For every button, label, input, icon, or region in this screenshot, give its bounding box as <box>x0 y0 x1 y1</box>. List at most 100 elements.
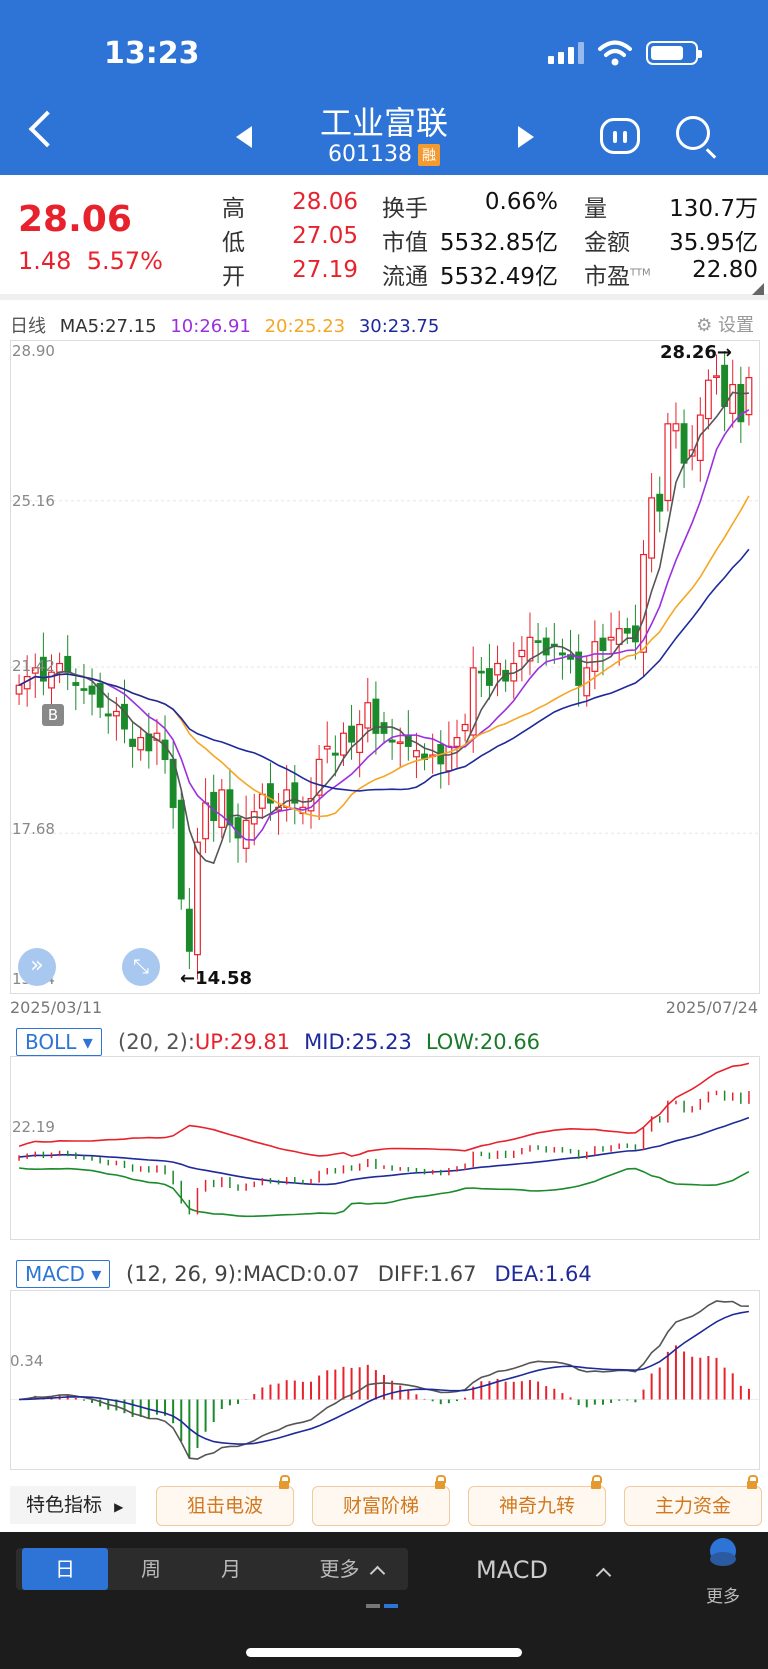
bottom-indicator-button[interactable]: MACD <box>476 1556 612 1584</box>
candle-body <box>267 783 274 804</box>
status-time: 13:23 <box>104 36 200 71</box>
more-label[interactable]: 更多 <box>706 1587 740 1607</box>
status-icons <box>548 40 702 66</box>
candle-body <box>640 553 647 653</box>
dropdown-icon: ▾ <box>82 1030 93 1054</box>
low-value: 27.05 <box>292 223 358 249</box>
candle-body <box>137 737 145 751</box>
boll-chart[interactable] <box>10 1056 760 1240</box>
candle-body <box>348 725 355 743</box>
period-more[interactable]: 更多 <box>296 1548 406 1590</box>
candle-body <box>704 379 712 420</box>
candle-body <box>56 662 64 673</box>
candle-body <box>283 789 291 808</box>
boll-selector[interactable]: BOLL ▾ <box>16 1028 102 1056</box>
y-tick: 25.16 <box>12 492 55 510</box>
candle-body <box>72 682 80 686</box>
expand-corner-icon[interactable] <box>752 283 764 295</box>
macd-selector[interactable]: MACD ▾ <box>16 1260 111 1288</box>
mktcap-label: 市值 <box>382 230 428 256</box>
candle-body <box>388 739 396 743</box>
candle-body <box>291 782 299 804</box>
macd-canvas <box>11 1300 759 1460</box>
candle-body <box>607 636 615 641</box>
max-price-label: 28.26→ <box>660 342 733 363</box>
volume-label: 量 <box>584 196 607 222</box>
next-stock-arrow-icon[interactable] <box>518 126 534 148</box>
high-label: 高 <box>222 196 245 222</box>
boll-y-tick: 22.19 <box>12 1118 55 1136</box>
candle-body <box>323 745 331 750</box>
margin-tag: 融 <box>417 144 440 166</box>
low-label: 低 <box>222 230 245 256</box>
period-more-label: 更多 <box>319 1557 360 1581</box>
candle-body <box>202 802 210 840</box>
candle-body <box>631 625 639 643</box>
candle-body <box>340 732 347 756</box>
change-percent: 5.57% <box>86 247 163 275</box>
candle-body <box>672 423 680 432</box>
search-icon[interactable] <box>676 116 710 150</box>
fast-forward-icon[interactable]: » <box>18 948 56 986</box>
boll-canvas <box>18 1062 750 1218</box>
feature-button-sniper[interactable]: 狙击电波 <box>156 1475 294 1526</box>
candle-body <box>185 908 193 952</box>
candle-body <box>96 682 104 708</box>
home-indicator <box>246 1648 522 1657</box>
pe-value: 22.80 <box>692 257 758 283</box>
candle-body <box>558 652 566 656</box>
prev-stock-arrow-icon[interactable] <box>236 126 252 148</box>
candle-body <box>542 637 550 656</box>
macd-chart[interactable] <box>10 1290 760 1470</box>
feature-bar: 特色指标 ▶ 狙击电波 财富阶梯 神奇九转 主力资金 <box>0 1475 768 1532</box>
float-label: 流通 <box>382 264 428 290</box>
float-value: 5532.49亿 <box>439 264 558 290</box>
settings-button[interactable]: ⚙ 设置 <box>696 311 754 337</box>
special-indicator-label: 特色指标 <box>26 1494 103 1516</box>
change-value: 1.48 <box>18 247 72 275</box>
pe-ttm-sup: TTM <box>630 267 651 279</box>
pe-label-text: 市盈 <box>584 264 630 290</box>
y-tick: 28.90 <box>12 342 55 360</box>
feature-button-main-fund[interactable]: 主力资金 <box>624 1475 762 1526</box>
chat-icon[interactable] <box>600 118 640 154</box>
candle-body <box>88 685 96 695</box>
page-indicator <box>366 1604 398 1608</box>
candle-body <box>469 667 477 736</box>
feature-button-wealth[interactable]: 财富阶梯 <box>312 1475 450 1526</box>
feature-button-nine-turn[interactable]: 神奇九转 <box>468 1475 606 1526</box>
more-icon[interactable] <box>710 1538 736 1566</box>
special-indicator-button[interactable]: 特色指标 ▶ <box>10 1486 136 1524</box>
candle-body <box>218 789 226 828</box>
candle-body <box>48 671 55 689</box>
stock-code-row: 601138 融 <box>0 142 768 167</box>
turnover-value: 0.66% <box>484 189 558 215</box>
macd-y-tick: 0.34 <box>10 1352 44 1370</box>
lock-icon <box>279 1475 290 1489</box>
feature-label: 狙击电波 <box>186 1495 263 1517</box>
period-month[interactable]: 月 <box>221 1557 241 1581</box>
boll-up: UP:29.81 <box>194 1030 291 1054</box>
buy-marker[interactable]: B <box>42 704 64 726</box>
bottom-indicator-label: MACD <box>476 1556 548 1584</box>
kline-canvas <box>11 351 759 980</box>
ma5-line <box>18 391 749 865</box>
boll-low-line <box>19 1167 750 1218</box>
lock-icon <box>591 1475 602 1489</box>
main-kline-chart[interactable] <box>10 340 760 994</box>
y-tick: 17.68 <box>12 820 55 838</box>
ma30-line <box>18 548 750 792</box>
feature-label: 财富阶梯 <box>342 1495 419 1517</box>
candle-body <box>623 628 631 634</box>
fullscreen-icon[interactable]: ⤡ <box>122 948 160 986</box>
period-week[interactable]: 周 <box>141 1557 161 1581</box>
candle-body <box>745 377 753 416</box>
candle-body <box>364 702 372 729</box>
candle-body <box>39 656 47 682</box>
candle-body <box>80 688 88 691</box>
open-label: 开 <box>222 264 245 290</box>
candle-body <box>696 414 704 462</box>
period-day[interactable]: 日 <box>22 1548 108 1590</box>
macd-params: (12, 26, 9):MACD:0.07 DIFF:1.67 DEA:1.64 <box>126 1262 592 1286</box>
ma20-value: 20:25.23 <box>264 316 346 337</box>
